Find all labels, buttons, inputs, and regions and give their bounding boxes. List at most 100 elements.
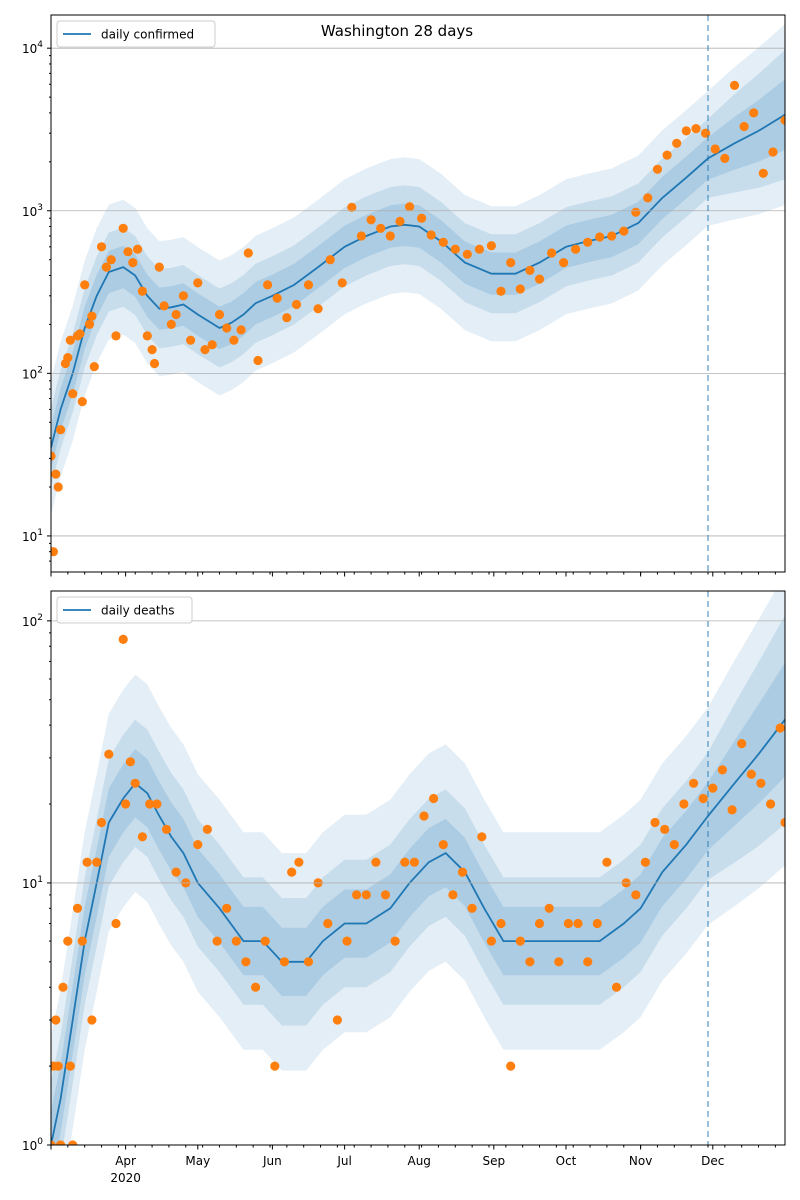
observed-point <box>506 1061 516 1071</box>
observed-point <box>660 824 670 835</box>
observed-point <box>75 329 85 339</box>
observed-point <box>689 778 699 788</box>
observed-point <box>515 936 525 946</box>
deaths-panel: 100 101 102 Apr May Jun Jul Aug Sep Oct Nov Dec 2020… <box>22 590 786 1185</box>
observed-point <box>96 817 107 828</box>
observed-point <box>450 244 460 254</box>
observed-point <box>253 355 263 366</box>
observed-point <box>496 286 506 296</box>
observed-point <box>486 241 496 251</box>
observed-point <box>708 783 718 793</box>
x-year-label: 2020 <box>110 1171 141 1185</box>
observed-point <box>756 778 766 788</box>
observed-point <box>137 832 147 842</box>
observed-point <box>426 230 436 240</box>
observed-point <box>303 957 314 967</box>
observed-point <box>130 778 140 788</box>
observed-point <box>602 857 612 867</box>
observed-point <box>161 824 172 835</box>
observed-point <box>84 319 95 329</box>
observed-point <box>171 867 181 877</box>
observed-point <box>534 918 545 929</box>
observed-point <box>323 918 333 929</box>
observed-point <box>147 345 157 355</box>
observed-point <box>631 890 641 900</box>
observed-point <box>652 164 663 174</box>
y-tick-label: 104 <box>22 40 43 56</box>
observed-point <box>313 304 323 314</box>
observed-point <box>229 335 239 345</box>
x-tick-label: Jun <box>262 1154 282 1168</box>
observed-point <box>573 918 583 929</box>
observed-point <box>775 723 785 733</box>
x-tick-label: Jul <box>336 1154 351 1168</box>
legend-box <box>56 20 216 48</box>
observed-point <box>746 769 756 779</box>
figure-title: Washington 28 days <box>321 22 473 40</box>
observed-point <box>186 335 196 345</box>
observed-point <box>92 857 102 867</box>
observed-point <box>178 291 188 301</box>
observed-point <box>544 903 554 913</box>
observed-point <box>727 805 737 815</box>
observed-point <box>87 1015 97 1025</box>
observed-point <box>121 799 131 809</box>
observed-point <box>222 903 232 913</box>
observed-point <box>56 1140 66 1145</box>
observed-point <box>768 147 778 157</box>
observed-point <box>583 957 593 967</box>
observed-point <box>118 634 128 645</box>
observed-point <box>149 358 160 369</box>
y-tick-label: 101 <box>22 528 43 544</box>
observed-point <box>643 193 653 203</box>
observed-point <box>672 138 682 148</box>
observed-point <box>202 824 212 835</box>
legend-box <box>56 596 193 624</box>
observed-point <box>691 124 701 134</box>
observed-point <box>51 451 56 461</box>
observed-point <box>780 115 785 125</box>
y-tick-label: 103 <box>22 203 43 219</box>
observed-point <box>758 168 768 178</box>
observed-point <box>417 213 427 223</box>
observed-point <box>400 857 410 867</box>
observed-point <box>51 1015 61 1025</box>
observed-point <box>361 890 371 900</box>
observed-point <box>65 1061 75 1071</box>
uncertainty-band-1 <box>51 591 785 1145</box>
observed-point <box>525 957 535 967</box>
observed-point <box>111 331 121 341</box>
observed-point <box>282 313 292 323</box>
observed-point <box>486 936 496 946</box>
observed-point <box>80 280 90 290</box>
y-tick-label: 102 <box>22 613 43 629</box>
x-tick-label: Sep <box>482 1154 505 1168</box>
observed-point <box>106 255 116 265</box>
observed-point <box>51 1140 56 1145</box>
observed-point <box>243 248 253 258</box>
observed-point <box>737 739 747 749</box>
observed-point <box>77 936 87 946</box>
observed-point <box>515 284 525 294</box>
observed-point <box>347 202 357 212</box>
observed-point <box>68 389 78 399</box>
observed-point <box>128 258 138 268</box>
x-tick-label: Apr <box>115 1154 136 1168</box>
observed-point <box>563 918 574 929</box>
observed-point <box>720 153 730 163</box>
observed-point <box>438 237 448 247</box>
observed-point <box>342 936 352 946</box>
observed-point <box>356 231 366 241</box>
observed-point <box>650 817 660 828</box>
observed-point <box>739 121 749 132</box>
observed-point <box>729 80 740 90</box>
observed-point <box>496 918 506 929</box>
x-tick-label: Aug <box>407 1154 430 1168</box>
observed-point <box>701 128 711 138</box>
observed-point <box>118 223 128 233</box>
observed-point <box>159 301 169 311</box>
y-tick-label: 100 <box>22 1137 43 1153</box>
observed-point <box>231 936 241 946</box>
observed-point <box>506 258 516 268</box>
legend: daily confirmed <box>56 20 216 48</box>
